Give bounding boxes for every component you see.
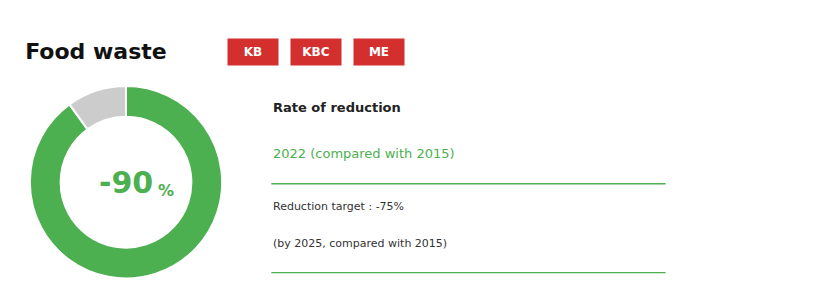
svg-text:ME: ME [369, 45, 389, 59]
svg-text:Food waste: Food waste [25, 39, 166, 64]
svg-text:-90: -90 [99, 165, 153, 200]
svg-text:Rate of reduction: Rate of reduction [273, 100, 401, 115]
svg-text:%: % [158, 181, 174, 200]
svg-text:(by 2025, compared with 2015): (by 2025, compared with 2015) [273, 237, 447, 250]
svg-text:KB: KB [244, 45, 262, 59]
svg-text:Reduction target : -75%: Reduction target : -75% [273, 200, 404, 213]
svg-text:KBC: KBC [302, 45, 329, 59]
svg-text:2022 (compared with 2015): 2022 (compared with 2015) [273, 146, 455, 161]
